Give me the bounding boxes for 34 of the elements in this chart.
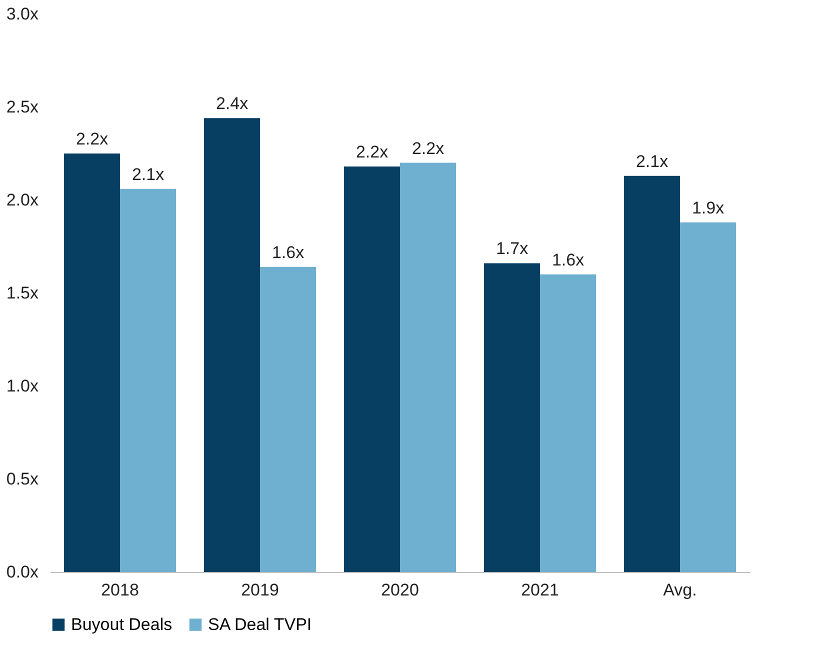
y-tick-label: 0.0x bbox=[6, 562, 39, 582]
bar bbox=[400, 162, 456, 572]
data-label: 2.1x bbox=[132, 164, 165, 184]
bar bbox=[540, 274, 596, 572]
y-tick-label: 1.5x bbox=[6, 284, 39, 302]
legend-label: Buyout Deals bbox=[71, 614, 172, 634]
x-tick-label: 2020 bbox=[381, 580, 419, 600]
data-label: 2.2x bbox=[356, 142, 389, 162]
bar bbox=[624, 176, 680, 572]
y-tick-label: 3.0x bbox=[6, 4, 39, 24]
y-tick-label: 2.5x bbox=[6, 98, 39, 116]
data-label: 2.4x bbox=[216, 94, 249, 114]
data-label: 2.2x bbox=[76, 130, 109, 148]
bar bbox=[204, 118, 260, 572]
data-label: 1.7x bbox=[496, 239, 529, 258]
data-label: 1.6x bbox=[272, 242, 305, 262]
bar bbox=[344, 166, 400, 572]
x-tick-label: 2021 bbox=[521, 580, 559, 600]
x-tick-label: 2018 bbox=[101, 580, 139, 600]
data-label: 1.9x bbox=[692, 198, 725, 218]
bar bbox=[64, 154, 120, 572]
data-label: 2.2x bbox=[412, 138, 445, 158]
bar bbox=[484, 263, 540, 572]
x-tick-label: 2019 bbox=[241, 580, 279, 600]
bar bbox=[260, 266, 316, 572]
y-tick-label: 1.0x bbox=[6, 376, 39, 396]
bar bbox=[120, 188, 176, 572]
data-label: 1.6x bbox=[552, 250, 585, 270]
legend-label: SA Deal TVPI bbox=[208, 614, 312, 634]
data-label: 2.1x bbox=[636, 152, 669, 171]
x-tick-label: Avg. bbox=[663, 580, 697, 600]
y-tick-label: 2.0x bbox=[6, 190, 39, 210]
bar bbox=[680, 222, 736, 572]
y-tick-label: 0.5x bbox=[6, 470, 39, 488]
